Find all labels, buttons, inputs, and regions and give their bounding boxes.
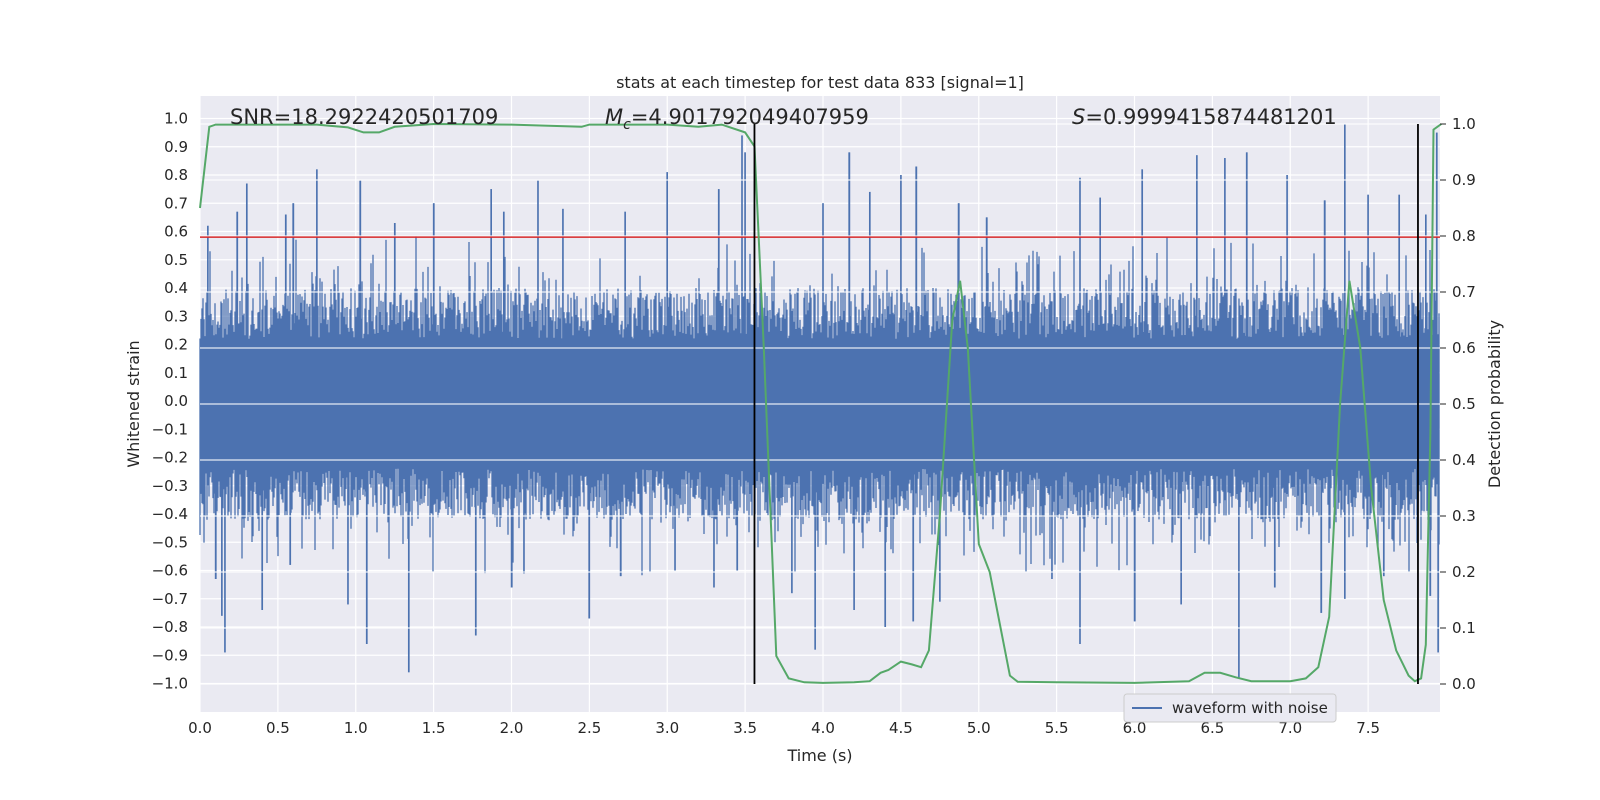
waveform-trace (199, 124, 1440, 678)
right-y-tick-label: 0.2 (1452, 563, 1476, 581)
chart-title: stats at each timestep for test data 833… (616, 73, 1024, 92)
score-value: =0.9999415874481201 (1085, 105, 1336, 129)
y-tick-label: 0.4 (164, 279, 188, 297)
score-symbol: S (1072, 105, 1085, 129)
waveform-series (199, 124, 1440, 678)
y-tick-label: −0.2 (152, 449, 188, 467)
y-tick-label: −0.6 (152, 562, 188, 580)
y-tick-label: 0.9 (164, 138, 188, 156)
y-tick-label: 0.7 (164, 194, 188, 212)
x-tick-label: 5.5 (1045, 719, 1069, 737)
y-axis-ticks: 1.0 0.9 0.8 0.7 0.6 0.5 0.4 0.3 0.2 0.1 0.0 −0.1 −0.… (152, 110, 188, 693)
score-annotation: S=0.9999415874481201 (1072, 105, 1337, 129)
y-tick-label: −0.3 (152, 477, 188, 495)
x-axis-label: Time (s) (786, 746, 852, 765)
x-tick-label: 4.5 (889, 719, 913, 737)
y-axis-label: Whitened strain (124, 340, 143, 467)
x-tick-label: 1.0 (344, 719, 368, 737)
right-y-tick-label: 0.5 (1452, 395, 1476, 413)
y-tick-label: −0.7 (152, 590, 188, 608)
y-tick-label: −1.0 (152, 675, 188, 693)
right-y-tick-label: 0.6 (1452, 339, 1476, 357)
right-y-tick-label: 0.3 (1452, 507, 1476, 525)
grid-over (200, 123, 1440, 685)
y-tick-label: −0.1 (152, 420, 188, 438)
y-tick-label: 0.3 (164, 307, 188, 325)
right-y-axis-label: Detection probability (1485, 320, 1504, 488)
x-tick-label: 3.5 (733, 719, 757, 737)
y-tick-label: 0.5 (164, 251, 188, 269)
x-tick-label: 6.0 (1123, 719, 1147, 737)
right-y-tick-label: 0.7 (1452, 283, 1476, 301)
x-tick-label: 0.0 (188, 719, 212, 737)
chirp-mass-annotation: Mc=4.901792049407959 (605, 105, 869, 133)
y-tick-label: 0.6 (164, 223, 188, 241)
x-tick-label: 0.5 (266, 719, 290, 737)
right-y-tick-label: 0.9 (1452, 171, 1476, 189)
detection-probability-line (199, 122, 1442, 684)
y-tick-label: −0.9 (152, 646, 188, 664)
x-tick-label: 4.0 (811, 719, 835, 737)
y-tick-label: 0.2 (164, 336, 188, 354)
right-y-tick-label: 0.0 (1452, 675, 1476, 693)
chirp-mass-symbol: M (605, 105, 623, 129)
right-y-tick-label: 1.0 (1452, 115, 1476, 133)
x-tick-label: 7.5 (1356, 719, 1380, 737)
right-y-tick-label: 0.1 (1452, 619, 1476, 637)
legend: waveform with noise (1123, 693, 1337, 723)
y-tick-label: 0.0 (164, 392, 188, 410)
right-y-tick-label: 0.4 (1452, 451, 1476, 469)
x-tick-label: 6.5 (1200, 719, 1224, 737)
y-tick-label: −0.5 (152, 533, 188, 551)
y-tick-label: −0.8 (152, 618, 188, 636)
right-y-axis-ticks: 1.0 0.9 0.8 0.7 0.6 0.5 0.4 0.3 0.2 0.1 0.0 (1440, 115, 1476, 693)
detection-probability-series (199, 122, 1442, 684)
y-tick-label: 1.0 (164, 110, 188, 128)
x-tick-label: 3.0 (655, 719, 679, 737)
legend-box (1123, 693, 1337, 723)
x-axis-ticks: 0.0 0.5 1.0 1.5 2.0 2.5 3.0 3.5 4.0 4.5 5.0 5.5 6.0 6… (188, 719, 1380, 737)
x-tick-label: 7.0 (1278, 719, 1302, 737)
chirp-mass-value: =4.901792049407959 (631, 105, 869, 129)
legend-label-waveform: waveform with noise (1172, 699, 1328, 717)
y-tick-label: −0.4 (152, 505, 188, 523)
x-tick-label: 5.0 (967, 719, 991, 737)
vertical-markers (753, 124, 1419, 684)
x-tick-label: 2.5 (577, 719, 601, 737)
x-tick-label: 1.5 (422, 719, 446, 737)
y-tick-label: 0.1 (164, 364, 188, 382)
y-tick-label: 0.8 (164, 166, 188, 184)
right-y-tick-label: 0.8 (1452, 227, 1476, 245)
chirp-mass-subscript: c (623, 117, 631, 133)
x-tick-label: 2.0 (500, 719, 524, 737)
snr-annotation: SNR=18.2922420501709 (230, 105, 498, 129)
